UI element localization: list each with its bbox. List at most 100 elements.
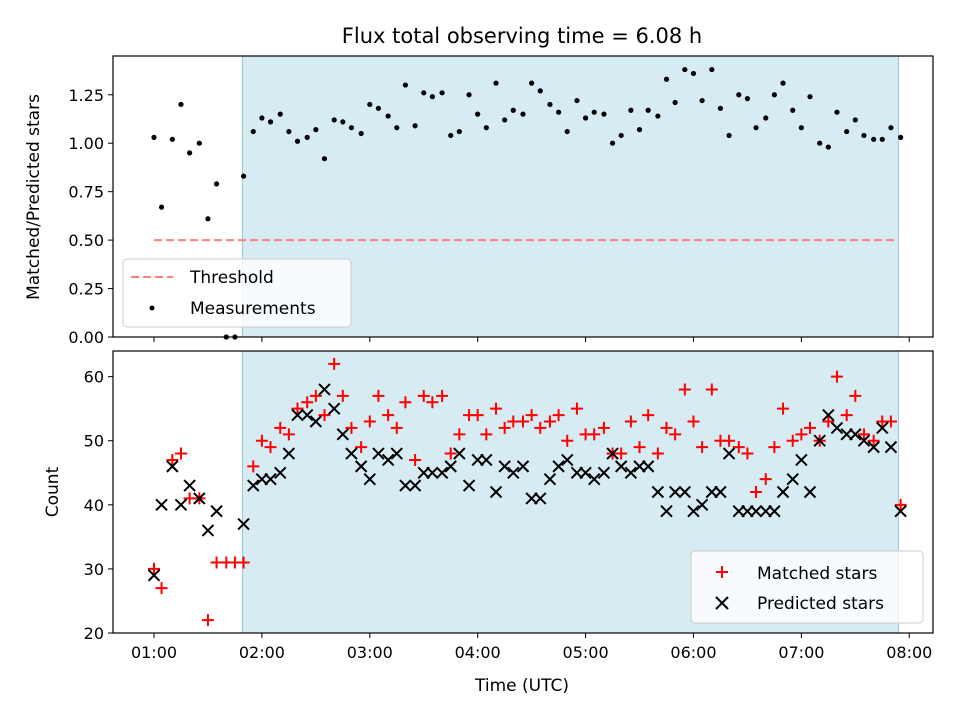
- matched-stars-point: [471, 409, 484, 422]
- matched-stars-point: [166, 453, 179, 466]
- predicted-stars-point: [857, 434, 871, 447]
- predicted-stars-point: [579, 466, 592, 479]
- matched-stars-point: [345, 421, 358, 434]
- predicted-stars-point: [668, 485, 682, 499]
- measurements-point: [861, 132, 867, 139]
- predicted-stars-point: [390, 447, 403, 460]
- bottom-legend: Matched stars Predicted stars: [690, 550, 924, 624]
- predicted-stars-point: [301, 408, 314, 422]
- measurements-point: [178, 101, 184, 108]
- measurements-point: [267, 119, 274, 125]
- measurements-point: [358, 130, 364, 137]
- predicted-stars-point: [722, 447, 736, 460]
- top-ytick-label: 1.25: [68, 86, 104, 105]
- matched-stars-point: [155, 582, 168, 595]
- matched-stars-point: [840, 409, 853, 422]
- matched-stars-point: [336, 389, 349, 402]
- predicted-stars-point: [795, 453, 808, 467]
- measurements-point: [158, 204, 165, 210]
- predicted-stars-point: [614, 460, 628, 473]
- matched-stars-point: [750, 486, 763, 498]
- predicted-stars-point: [849, 428, 862, 441]
- predicted-stars-point: [363, 472, 376, 486]
- matched-stars-point: [543, 415, 556, 428]
- measurements-point: [259, 115, 265, 121]
- predicted-stars-point: [597, 466, 611, 479]
- top-ytick-label: 0.00: [68, 328, 104, 347]
- bottom-y-axis-label: Count: [43, 466, 63, 517]
- matched-stars-point: [148, 562, 160, 575]
- predicted-stars-point: [174, 498, 188, 512]
- matched-stars-point: [597, 421, 610, 434]
- matched-stars-point: [399, 396, 412, 409]
- measurements-point: [421, 90, 427, 96]
- predicted-stars-point: [210, 505, 223, 518]
- predicted-stars-point: [408, 479, 422, 492]
- matched-stars-point: [687, 415, 700, 428]
- matched-stars-point: [255, 434, 268, 447]
- predicted-stars-point: [237, 517, 250, 531]
- measurements-point: [898, 134, 904, 140]
- legend-measurements-swatch: [149, 305, 155, 311]
- bottom-x-axis-label: Time (UTC): [474, 676, 569, 696]
- matched-stars-point: [588, 428, 601, 441]
- legend-measurements-label: Measurements: [190, 299, 316, 319]
- measurements-point: [771, 92, 777, 98]
- measurements-point: [888, 125, 894, 131]
- bottom-axes-frame: [112, 350, 934, 634]
- matched-stars-point: [624, 415, 637, 428]
- measurements-point: [304, 134, 310, 140]
- predicted-stars-point: [480, 453, 493, 467]
- matched-stars-point: [201, 614, 214, 627]
- matched-stars-point: [830, 370, 843, 383]
- matched-stars-point: [426, 396, 439, 409]
- measurements-point: [663, 76, 670, 82]
- predicted-stars-point: [201, 524, 215, 537]
- measurements-point: [628, 107, 634, 113]
- predicted-stars-point: [695, 498, 709, 512]
- measurements-point: [385, 113, 391, 119]
- bottom-xtick-label: 04:00: [455, 643, 501, 662]
- measurements-point: [790, 107, 796, 113]
- bottom-xtick-label: 08:00: [886, 643, 932, 662]
- matched-stars-point: [237, 556, 250, 569]
- predicted-stars-point: [876, 421, 889, 435]
- matched-stars-point: [651, 447, 664, 460]
- measurements-point: [196, 140, 202, 146]
- matched-stars-point: [363, 415, 376, 428]
- predicted-stars-point: [345, 447, 358, 460]
- measurements-point: [348, 125, 355, 131]
- bottom-ytick-label: 20: [84, 624, 104, 643]
- measurements-point: [475, 111, 481, 117]
- predicted-stars-point: [884, 440, 898, 454]
- measurements-point: [213, 181, 220, 187]
- predicted-stars-point: [453, 447, 466, 460]
- predicted-stars-point: [147, 569, 161, 582]
- predicted-stars-point: [399, 479, 412, 492]
- predicted-stars-point: [830, 421, 844, 435]
- predicted-stars-point: [660, 505, 673, 518]
- measurements-point: [240, 173, 247, 179]
- matched-stars-point: [417, 389, 430, 402]
- matched-stars-point: [804, 421, 816, 434]
- predicted-stars-point: [274, 466, 287, 479]
- measurements-point: [402, 82, 408, 88]
- legend-threshold-label: Threshold: [189, 268, 274, 288]
- matched-stars-point: [247, 460, 260, 473]
- measurements-point: [798, 125, 804, 131]
- matched-stars-point: [480, 428, 493, 441]
- predicted-stars-point: [867, 440, 880, 454]
- measurements-point: [574, 97, 580, 104]
- matched-stars-point: [517, 415, 529, 428]
- matched-stars-point: [777, 402, 790, 415]
- predicted-stars-point: [426, 466, 439, 479]
- measurements-point: [682, 66, 688, 73]
- matched-stars-point: [390, 421, 403, 434]
- measurements-point: [807, 94, 813, 100]
- predicted-stars-point: [543, 472, 557, 486]
- measurements-point: [483, 125, 489, 131]
- measurements-point: [520, 111, 526, 117]
- matched-stars-point: [490, 402, 503, 415]
- matched-stars-point: [274, 421, 287, 434]
